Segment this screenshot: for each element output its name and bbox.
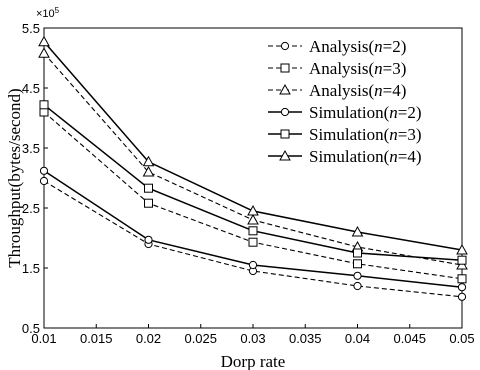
legend: Analysis(n=2)Analysis(n=3)Analysis(n=4)S… bbox=[268, 37, 422, 166]
data-point bbox=[142, 165, 155, 177]
legend-label-var: n bbox=[374, 37, 383, 56]
data-point bbox=[457, 274, 467, 284]
data-point bbox=[144, 198, 153, 208]
x-tick-label: 0.025 bbox=[184, 331, 217, 346]
data-point bbox=[39, 100, 49, 110]
data-point bbox=[353, 271, 362, 280]
data-point bbox=[351, 225, 364, 237]
y-multiplier-base: ×10 bbox=[36, 8, 55, 20]
legend-entry: Simulation(n=3) bbox=[268, 125, 422, 144]
legend-label: Simulation(n=3) bbox=[309, 125, 422, 144]
data-point bbox=[142, 155, 155, 167]
legend-marker bbox=[279, 149, 291, 161]
legend-entry: Analysis(n=4) bbox=[268, 81, 406, 100]
x-tick-label: 0.03 bbox=[240, 331, 265, 346]
legend-label: Analysis(n=4) bbox=[309, 81, 406, 100]
x-axis-title: Dorp rate bbox=[221, 352, 286, 370]
data-point bbox=[144, 235, 153, 244]
data-point bbox=[353, 259, 362, 269]
legend-label: Analysis(n=3) bbox=[309, 59, 406, 78]
legend-label-prefix: Analysis( bbox=[309, 81, 375, 100]
legend-label-suffix: =2) bbox=[383, 37, 407, 56]
legend-entry: Simulation(n=4) bbox=[268, 147, 422, 166]
y-tick-label: 3.5 bbox=[22, 141, 40, 156]
legend-marker bbox=[280, 41, 290, 51]
y-tick-label: 1.5 bbox=[22, 261, 40, 276]
legend-label-suffix: =3) bbox=[398, 125, 422, 144]
series-simulation-5 bbox=[38, 35, 468, 255]
data-point bbox=[144, 183, 153, 193]
legend-label-var: n bbox=[389, 147, 398, 166]
legend-label-prefix: Simulation( bbox=[309, 103, 390, 122]
legend-entry: Analysis(n=2) bbox=[268, 37, 406, 56]
legend-marker bbox=[280, 107, 290, 117]
legend-label-suffix: =2) bbox=[398, 103, 422, 122]
legend-label-prefix: Simulation( bbox=[309, 125, 390, 144]
data-point bbox=[39, 166, 49, 175]
data-point bbox=[353, 248, 362, 258]
legend-marker bbox=[280, 129, 290, 139]
series-layer bbox=[38, 35, 468, 301]
data-point bbox=[353, 281, 362, 291]
data-point bbox=[38, 35, 50, 47]
legend-label-suffix: =3) bbox=[383, 59, 407, 78]
data-point bbox=[457, 255, 467, 265]
x-tick-label: 0.04 bbox=[345, 331, 370, 346]
legend-label-prefix: Analysis( bbox=[309, 37, 375, 56]
data-point bbox=[39, 176, 49, 186]
data-point bbox=[247, 213, 259, 225]
legend-label-suffix: =4) bbox=[398, 147, 422, 166]
series-analysis-0 bbox=[39, 176, 467, 301]
legend-label-var: n bbox=[389, 125, 398, 144]
legend-label-var: n bbox=[374, 59, 383, 78]
x-tick-label: 0.02 bbox=[136, 331, 161, 346]
legend-label-suffix: =4) bbox=[383, 81, 407, 100]
y-tick-label: 4.5 bbox=[22, 81, 40, 96]
series-analysis-1 bbox=[39, 107, 467, 284]
legend-marker bbox=[279, 83, 291, 95]
data-point bbox=[248, 226, 258, 236]
y-tick-label: 2.5 bbox=[22, 201, 40, 216]
series-simulation-4 bbox=[39, 100, 467, 265]
legend-label-var: n bbox=[374, 81, 383, 100]
legend-label: Simulation(n=2) bbox=[309, 103, 422, 122]
data-point bbox=[456, 243, 468, 255]
series-line bbox=[43, 180, 463, 298]
legend-label-prefix: Simulation( bbox=[309, 147, 390, 166]
legend-entry: Simulation(n=2) bbox=[268, 103, 422, 122]
legend-label: Simulation(n=4) bbox=[309, 147, 422, 166]
axes: 0.01 0.015 0.02 0.025 0.03 0.035 0.04 0.045 0.05… bbox=[22, 21, 475, 346]
y-tick-label: 0.5 bbox=[22, 321, 40, 336]
x-tick-label: 0.045 bbox=[393, 331, 426, 346]
x-tick-label: 0.035 bbox=[289, 331, 322, 346]
legend-entry: Analysis(n=3) bbox=[268, 59, 406, 78]
data-point bbox=[38, 47, 50, 58]
data-point bbox=[457, 292, 467, 301]
data-point bbox=[248, 260, 258, 270]
x-tick-label: 0.015 bbox=[80, 331, 113, 346]
y-multiplier-exponent: 5 bbox=[55, 6, 60, 15]
series-simulation-3 bbox=[39, 166, 467, 292]
legend-marker bbox=[280, 63, 290, 73]
data-point bbox=[248, 237, 258, 247]
legend-label-prefix: Analysis( bbox=[309, 59, 375, 78]
data-point bbox=[457, 283, 467, 292]
y-tick-label: 5.5 bbox=[22, 21, 40, 36]
x-tick-label: 0.05 bbox=[449, 331, 474, 346]
data-point bbox=[247, 204, 259, 216]
y-axis-title: Throughput(bytes/second) bbox=[5, 88, 24, 267]
y-axis-multiplier: ×105 bbox=[36, 6, 60, 20]
legend-label: Analysis(n=2) bbox=[309, 37, 406, 56]
x-tick-label: 0.01 bbox=[31, 331, 56, 346]
legend-label-var: n bbox=[389, 103, 398, 122]
